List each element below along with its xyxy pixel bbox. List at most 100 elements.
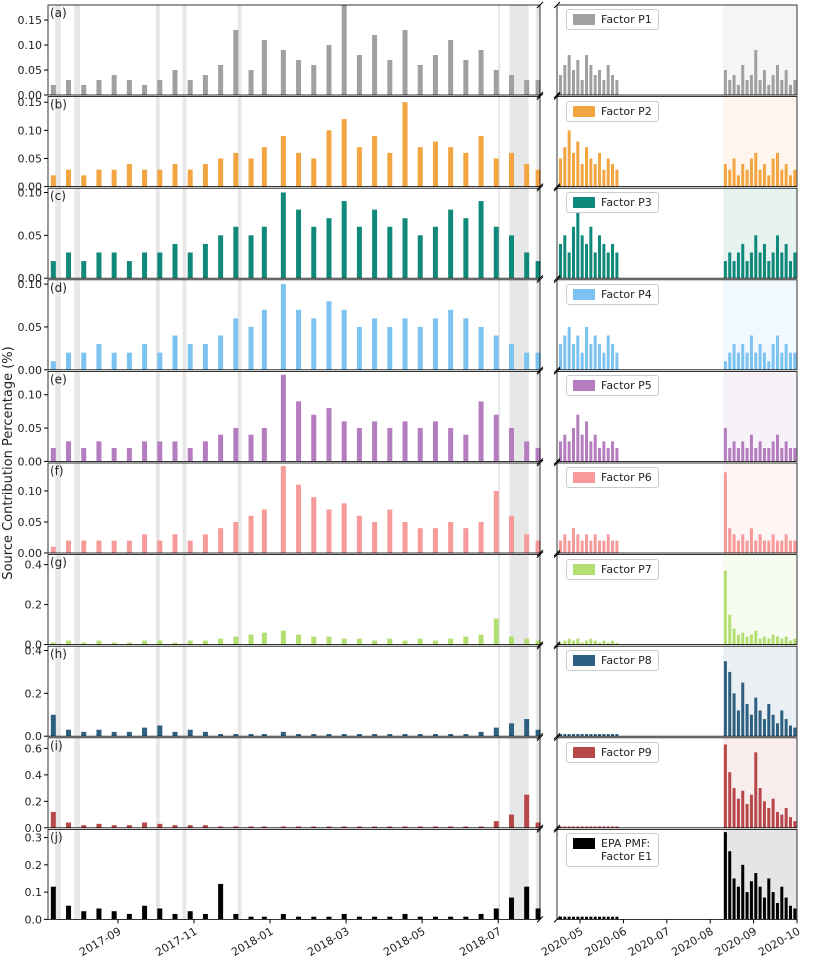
bar: [432, 421, 438, 462]
bar: [602, 169, 606, 187]
axis-break: [553, 368, 561, 375]
bar: [96, 80, 102, 95]
bar: [754, 752, 758, 828]
bar: [745, 704, 749, 737]
highlight-span: [155, 279, 160, 370]
highlight-span: [155, 829, 160, 920]
bar: [508, 515, 514, 553]
axis-break: [553, 641, 561, 648]
bar: [762, 636, 766, 645]
axis-break: [536, 368, 544, 375]
bar: [580, 540, 584, 553]
bar: [754, 352, 758, 370]
bar: [493, 908, 499, 920]
bar: [576, 201, 580, 279]
bar: [754, 697, 758, 737]
bar: [741, 790, 745, 828]
bar: [589, 540, 593, 553]
bar: [311, 158, 317, 187]
bar: [606, 642, 610, 645]
legend-swatch: [573, 472, 595, 483]
bar: [172, 913, 178, 920]
panel-label: (e): [50, 372, 67, 386]
bar: [793, 352, 797, 370]
bar: [524, 352, 530, 370]
axis-break: [536, 549, 544, 557]
bar: [417, 734, 423, 737]
y-tick-label: 0.00: [18, 364, 43, 377]
y-tick-label: 0.10: [18, 389, 43, 402]
bar: [723, 832, 727, 920]
bar: [784, 719, 788, 737]
bar: [187, 252, 193, 279]
bar: [296, 401, 302, 462]
bar: [615, 352, 619, 370]
legend-label: Factor P2: [601, 104, 652, 118]
bar: [589, 638, 593, 645]
bar: [749, 434, 753, 462]
bar: [508, 152, 514, 187]
bar: [356, 515, 362, 553]
highlight-span: [155, 646, 160, 737]
bar: [432, 826, 438, 828]
axes-frame: [47, 462, 541, 554]
highlight-span: [182, 737, 187, 828]
bar: [615, 252, 619, 279]
bar: [758, 534, 762, 553]
bar: [493, 158, 499, 187]
bar: [558, 441, 562, 462]
bar: [589, 226, 593, 279]
bar: [508, 235, 514, 279]
bar: [723, 661, 727, 737]
bar: [611, 826, 615, 828]
highlight-span: [74, 5, 80, 95]
bar: [341, 421, 347, 462]
bar: [775, 903, 779, 920]
bar: [296, 916, 302, 920]
bar: [478, 913, 484, 920]
legend-label: Factor P4: [601, 287, 652, 301]
bar: [233, 30, 239, 95]
legend: Factor P5: [566, 375, 659, 397]
highlight-span: [155, 5, 160, 95]
bar: [311, 636, 317, 645]
bar: [402, 826, 408, 828]
bar: [126, 540, 132, 553]
highlight-span: [237, 554, 242, 645]
bar: [767, 448, 771, 462]
bar: [432, 55, 438, 95]
bar: [524, 638, 530, 645]
bar: [788, 540, 792, 553]
bar: [402, 218, 408, 279]
bar: [580, 434, 584, 462]
bar: [775, 152, 779, 187]
highlight-span: [74, 554, 80, 645]
legend: Factor P6: [566, 467, 659, 488]
bar: [723, 428, 727, 462]
bar: [417, 235, 423, 279]
bar: [157, 352, 163, 370]
bar: [736, 798, 740, 828]
axes-frame: [556, 370, 798, 462]
bar: [793, 540, 797, 553]
bar: [788, 448, 792, 462]
bar: [493, 490, 499, 553]
bar: [602, 916, 606, 920]
y-tick-label: 0.00: [18, 89, 43, 102]
axis-break: [536, 916, 544, 923]
bar: [736, 252, 740, 279]
bar: [157, 169, 163, 187]
bar: [387, 428, 393, 462]
bar: [111, 731, 117, 737]
bar: [387, 60, 393, 95]
bar: [784, 636, 788, 645]
bar: [593, 252, 597, 279]
bar: [372, 209, 378, 279]
bar: [326, 734, 332, 737]
highlight-span: [509, 279, 529, 370]
axis-break: [553, 276, 561, 284]
highlight-span: [74, 279, 80, 370]
bar: [66, 169, 72, 187]
highlight-span: [74, 737, 80, 828]
axes-frame: [556, 829, 798, 920]
